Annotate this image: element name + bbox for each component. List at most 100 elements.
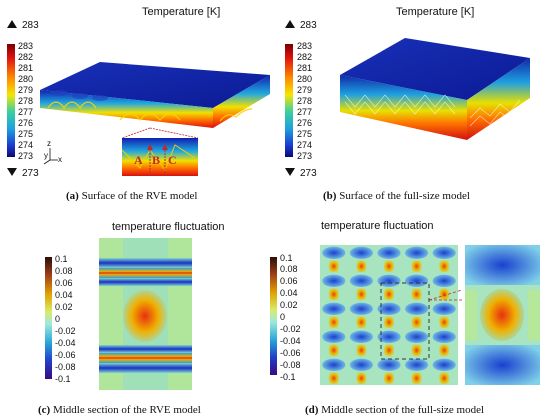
tick-label: 279 (18, 85, 33, 95)
tick-label: 274 (18, 140, 33, 150)
tick-label: -0.02 (55, 326, 76, 336)
tick-label: 0.1 (280, 253, 293, 263)
cell-cold-zone (322, 246, 346, 259)
cell-cold-zone (349, 274, 373, 287)
cell-warm-zone (411, 372, 422, 385)
full-size-block (340, 38, 530, 140)
cell-warm-zone (328, 372, 339, 385)
panel-a-caption: (a) Surface of the RVE model (66, 190, 197, 202)
axis-z-label: z (47, 139, 51, 148)
cell-cold-zone (377, 246, 401, 259)
panel-d-title: temperature fluctuation (321, 220, 434, 232)
cell-cold-zone (432, 274, 456, 287)
tick-label: 275 (297, 129, 312, 139)
panel-d-colorbar (270, 257, 277, 375)
caption-text: Middle section of the full-size model (318, 404, 484, 416)
tick-label: 283 (297, 41, 312, 51)
panel-b-min-label: 273 (300, 168, 317, 179)
cell-warm-zone (384, 288, 394, 301)
cell-cold-zone (405, 302, 429, 315)
cell-cold-zone (432, 302, 456, 315)
max-triangle-icon (7, 20, 17, 28)
tick-label: 0.02 (55, 302, 73, 312)
tick-label: 0 (55, 314, 60, 324)
caption-letter: (a) (66, 190, 79, 202)
cell-cold-zone (377, 358, 401, 371)
panel-b-caption: (b) Surface of the full-size model (323, 190, 470, 202)
axis-x-label: x (58, 155, 62, 164)
caption-text: Surface of the full-size model (336, 190, 469, 202)
label-a: A (134, 153, 143, 167)
rve-section (99, 238, 192, 390)
panel-a-colorbar (7, 44, 15, 157)
cell-warm-zone (411, 260, 422, 273)
cell-cold-zone (432, 330, 456, 343)
panel-a-max-label: 283 (22, 20, 39, 31)
tick-label: -0.1 (55, 374, 71, 384)
tick-label: 0.1 (55, 254, 68, 264)
cell-cold-zone (349, 302, 373, 315)
panel-c-colorbar (45, 257, 52, 379)
tick-label: 0.02 (280, 300, 298, 310)
tick-label: 277 (18, 107, 33, 117)
panel-a-tick-labels: 283 282 281 280 279 278 277 276 275 274 … (18, 41, 33, 161)
cell-warm-zone (328, 260, 339, 273)
min-triangle-icon (285, 168, 295, 176)
tick-label: 281 (18, 63, 33, 73)
axis-triad: z y x (43, 139, 62, 165)
cell-warm-zone (328, 316, 339, 329)
tick-label: 282 (18, 52, 33, 62)
full-size-section (320, 245, 463, 385)
label-c: C (168, 153, 177, 167)
panel-c: temperature fluctuation 0.1 0.08 0.06 0.… (38, 221, 225, 416)
panel-b: Temperature [K] 283 283 282 281 280 279 … (285, 6, 530, 202)
tick-label: 280 (297, 74, 312, 84)
cell-warm-zone (356, 372, 367, 385)
cell-cold-zone (349, 358, 373, 371)
cell-warm-zone (356, 316, 367, 329)
panel-b-title: Temperature [K] (396, 6, 474, 18)
tick-label: -0.06 (280, 348, 301, 358)
cell-warm-zone (356, 260, 367, 273)
tick-label: 276 (18, 118, 33, 128)
caption-letter: (d) (305, 404, 319, 416)
cell-warm-zone (384, 344, 394, 357)
caption-text: Surface of the RVE model (79, 190, 198, 202)
panel-a: Temperature [K] 283 283 282 281 280 279 … (7, 6, 270, 202)
cell-cold-zone (322, 330, 346, 343)
tick-label: 282 (297, 52, 312, 62)
panel-a-min-label: 273 (22, 168, 39, 179)
caption-letter: (c) (38, 404, 51, 416)
cell-cold-zone (322, 274, 346, 287)
cell-cold-zone (377, 330, 401, 343)
zoom-inset: A B C (121, 127, 199, 176)
tick-label: 0 (280, 312, 285, 322)
cell-cold-zone (405, 274, 429, 287)
tick-label: 0.04 (280, 288, 298, 298)
tick-label: 279 (297, 85, 312, 95)
cell-warm-zone (356, 344, 367, 357)
min-triangle-icon (7, 168, 17, 176)
cell-cold-zone (377, 274, 401, 287)
cell-cold-zone (322, 358, 346, 371)
panel-a-title: Temperature [K] (142, 6, 220, 18)
cell-warm-zone (411, 316, 422, 329)
cell-cold-zone (405, 330, 429, 343)
tick-label: 278 (18, 96, 33, 106)
cell-warm-zone (384, 260, 394, 273)
cell-warm-zone (411, 344, 422, 357)
panel-d-caption: (d) Middle section of the full-size mode… (305, 404, 484, 416)
cell-cold-zone (405, 246, 429, 259)
cell-warm-zone (439, 344, 450, 357)
cell-cold-zone (432, 246, 456, 259)
panel-c-tick-labels: 0.1 0.08 0.06 0.04 0.02 0 -0.02 -0.04 -0… (55, 254, 76, 384)
tick-label: 276 (297, 118, 312, 128)
panel-b-colorbar (285, 44, 293, 157)
cell-warm-zone (439, 316, 450, 329)
cell-warm-zone (411, 288, 422, 301)
cell-warm-zone (384, 372, 394, 385)
tick-label: -0.04 (280, 336, 301, 346)
panel-c-title: temperature fluctuation (112, 221, 225, 233)
panel-b-tick-labels: 283 282 281 280 279 278 277 276 275 274 … (297, 41, 312, 161)
tick-label: 280 (18, 74, 33, 84)
